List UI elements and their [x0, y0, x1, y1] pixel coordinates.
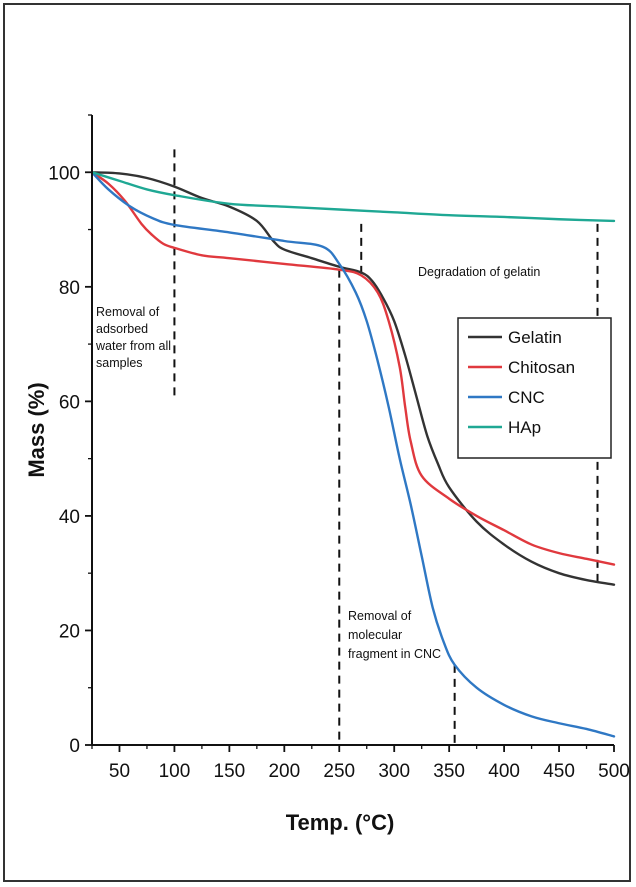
x-tick-label: 500 — [598, 761, 630, 782]
x-tick-label: 400 — [488, 761, 520, 782]
axes — [85, 114, 615, 752]
legend-entries: Gelatin Chitosan CNC HAp — [468, 328, 575, 437]
annotation-gelatin-degradation: Degradation of gelatin — [418, 265, 540, 279]
y-tick-label: 80 — [59, 278, 80, 299]
annotation-water-removal: Removal of adsorbed water from all sampl… — [95, 305, 175, 370]
y-tick-label: 60 — [59, 392, 80, 413]
y-tick-label: 40 — [59, 507, 80, 528]
svg-text:Removal of adsorbed: Removal of adsorbed water from all sampl… — [95, 305, 175, 370]
y-axis-title: Mass (%) — [24, 382, 49, 477]
x-axis-title: Temp. (°C) — [286, 810, 395, 835]
annotation-line: Degradation of gelatin — [418, 265, 540, 279]
legend-label-chitosan: Chitosan — [508, 358, 575, 377]
x-tick-label: 350 — [433, 761, 465, 782]
series-line-hap — [90, 171, 616, 223]
series-lines — [90, 171, 616, 738]
x-tick-label: 50 — [109, 761, 130, 782]
annotation-cnc-fragment: Removal of molecular fragment in CNC — [348, 609, 441, 661]
annotation-line: molecular — [348, 628, 402, 642]
annotation-line: Removal of — [96, 305, 160, 319]
annotation-line: samples — [96, 356, 143, 370]
y-tick-label: 20 — [59, 621, 80, 642]
legend-label-cnc: CNC — [508, 388, 545, 407]
legend-label-hap: HAp — [508, 418, 541, 437]
annotation-line: water from all — [95, 339, 171, 353]
x-tick-label: 150 — [214, 761, 246, 782]
legend: Gelatin Chitosan CNC HAp — [457, 317, 612, 459]
annotation-line: Removal of — [348, 609, 412, 623]
y-tick-label: 0 — [69, 736, 80, 757]
series-line-cnc — [90, 171, 616, 738]
x-tick-label: 300 — [378, 761, 410, 782]
x-tick-label: 450 — [543, 761, 575, 782]
y-tick-label: 100 — [48, 163, 80, 184]
annotation-line: adsorbed — [96, 322, 148, 336]
svg-text:Degradation of gelatin: Degradation of gelatin — [418, 265, 540, 279]
legend-box — [457, 317, 612, 459]
svg-text:Removal of molecular: Removal of molecular fragment in CNC — [348, 609, 441, 661]
series-line-chitosan — [90, 171, 616, 566]
tick-labels: 50 100 150 200 250 300 350 400 450 500 0 20 40 60 80 10… — [48, 163, 630, 782]
x-tick-label: 100 — [159, 761, 191, 782]
series-line-gelatin — [90, 171, 616, 586]
legend-label-gelatin: Gelatin — [508, 328, 562, 347]
x-tick-label: 200 — [268, 761, 300, 782]
dashed-reference-lines — [173, 149, 599, 745]
x-tick-label: 250 — [323, 761, 355, 782]
annotation-line: fragment in CNC — [348, 647, 441, 661]
